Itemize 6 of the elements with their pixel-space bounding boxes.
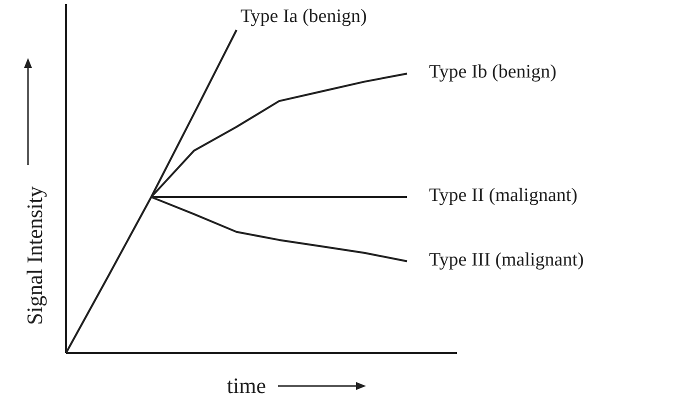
series-label: Type II (malignant)	[429, 184, 578, 206]
y-axis-title: Signal Intensity	[22, 186, 47, 325]
series-label: Type Ib (benign)	[429, 62, 556, 83]
x-axis-title: time	[226, 373, 266, 398]
series-label: Type Ia (benign)	[240, 6, 367, 27]
series-label: Type III (malignant)	[429, 249, 584, 270]
